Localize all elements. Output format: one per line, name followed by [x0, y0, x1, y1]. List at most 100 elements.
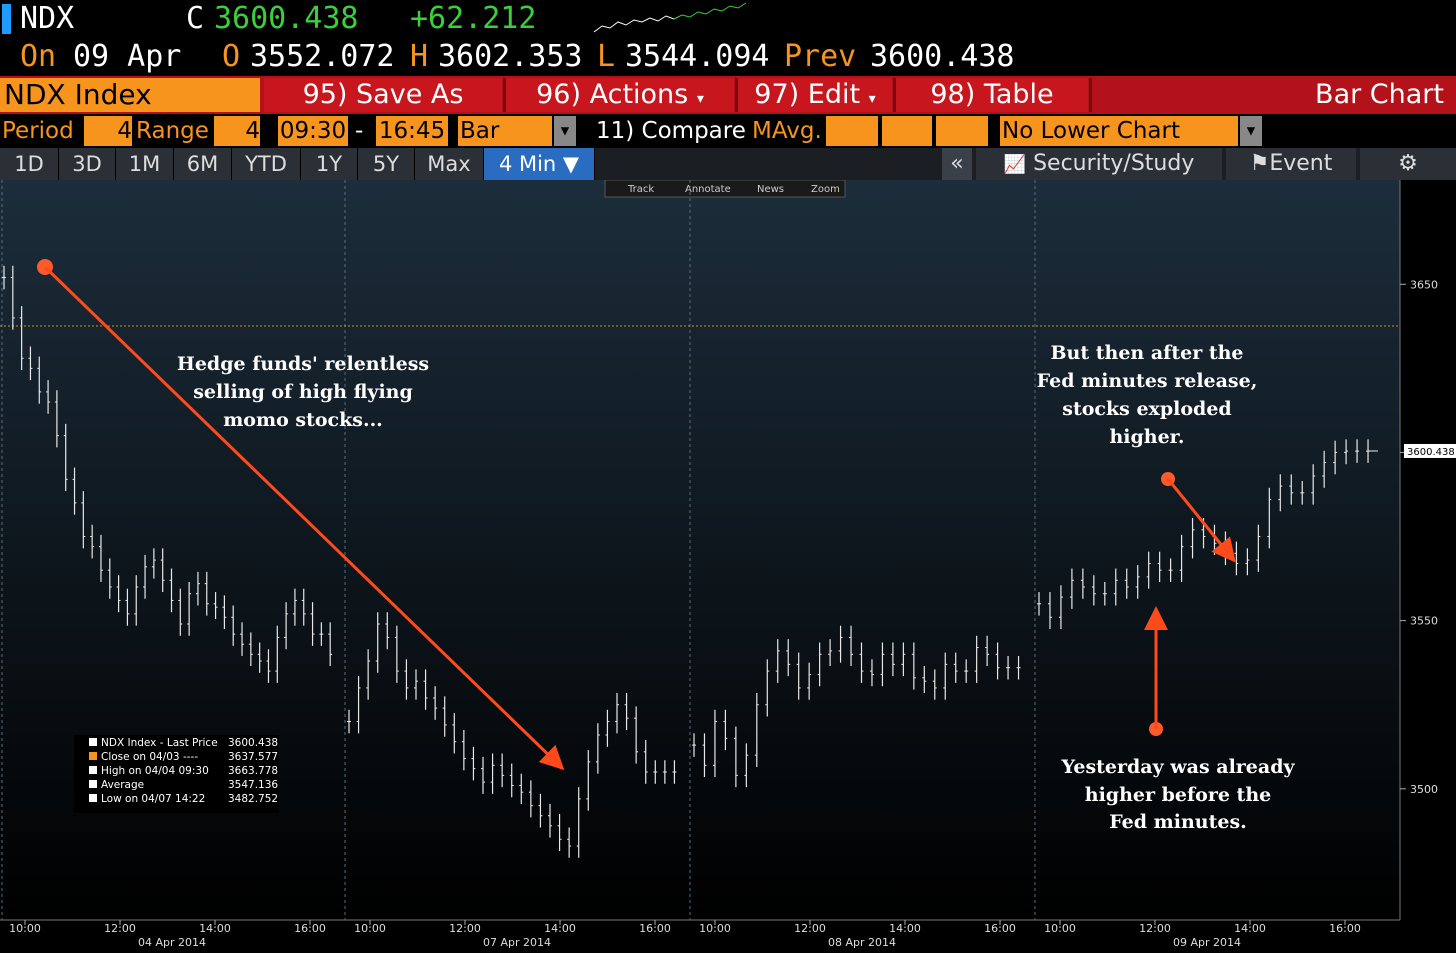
annotation-fed: But then after the Fed minutes release, …: [1037, 342, 1257, 563]
actions-menu[interactable]: 96) Actions ▾: [503, 78, 734, 112]
close-value: 3600.438: [214, 1, 359, 36]
price-bar: [500, 753, 505, 788]
price-bar: [1322, 450, 1327, 488]
table-label: 98) Table: [930, 79, 1054, 110]
tab-5y[interactable]: 5Y: [358, 148, 415, 180]
annotation-line: selling of high flying: [193, 381, 413, 403]
prev-value: 3600.438: [870, 39, 1015, 74]
tab-6m[interactable]: 6M: [174, 148, 232, 180]
price-bar: [275, 625, 280, 683]
price-bar: [765, 659, 770, 717]
price-bar: [1300, 481, 1305, 505]
price-bar: [231, 605, 236, 646]
price-bar: [404, 659, 409, 700]
price-bar: [178, 588, 183, 636]
view-mode[interactable]: Bar Chart: [1089, 78, 1456, 112]
price-bar: [1333, 440, 1338, 475]
security-field[interactable]: NDX Index: [0, 78, 260, 112]
legend-label: Average: [101, 779, 144, 791]
flag-icon: ⚑: [1249, 151, 1270, 176]
tab-1d[interactable]: 1D: [0, 148, 59, 180]
legend-label: NDX Index - Last Price: [101, 737, 218, 749]
last-price-tag: 3600.438: [1404, 443, 1456, 458]
tab-ytd[interactable]: YTD: [232, 148, 301, 180]
zoom-button[interactable]: Zoom: [811, 184, 840, 195]
range-label: Range: [136, 118, 209, 144]
price-bar: [125, 588, 130, 626]
mavg-field-3[interactable]: [936, 116, 988, 146]
security-study-button[interactable]: 📈 Security/Study: [976, 148, 1222, 180]
legend-label: Close on 04/03 ----: [101, 751, 198, 763]
price-bar: [662, 760, 667, 784]
tab-1m[interactable]: 1M: [116, 148, 174, 180]
table-button[interactable]: 98) Table: [893, 78, 1088, 112]
legend-swatch: [89, 738, 97, 746]
lower-chart-field[interactable]: No Lower Chart: [1000, 116, 1238, 146]
price-bar: [519, 773, 524, 804]
gear-icon[interactable]: ⚙: [1360, 148, 1456, 180]
price-bar: [922, 666, 927, 693]
compare-button[interactable]: 11) Compare: [596, 118, 746, 144]
caret-down-icon: ▾: [868, 91, 876, 107]
price-bar: [557, 814, 562, 852]
price-bar: [1146, 551, 1151, 589]
save-as-button[interactable]: 95) Save As: [264, 78, 502, 112]
open-label: O: [222, 39, 241, 74]
price-bar: [634, 706, 639, 764]
tab-1y[interactable]: 1Y: [301, 148, 358, 180]
annotation-line: higher before the: [1085, 784, 1271, 806]
y-tick-label: 3650: [1410, 278, 1438, 291]
price-bar: [151, 548, 156, 579]
track-button[interactable]: Track: [627, 184, 654, 195]
price-bar: [890, 642, 895, 677]
x-date-label: 07 Apr 2014: [483, 936, 551, 949]
edit-menu[interactable]: 97) Edit ▾: [735, 78, 892, 112]
chevron-down-icon[interactable]: ▼: [1240, 116, 1262, 146]
start-time-field[interactable]: 09:30: [278, 116, 348, 146]
on-label: On: [20, 39, 57, 74]
time-dash: -: [355, 118, 364, 144]
annotation-line: Yesterday was already: [1060, 756, 1295, 778]
x-axis-ticks: 10:00 12:00 14:00 16:00 04 Apr 2014 10:00 12:0…: [9, 920, 1361, 949]
price-bar: [394, 625, 399, 683]
end-time: 16:45: [378, 118, 446, 144]
chevron-down-icon[interactable]: ▼: [554, 116, 576, 146]
period-field[interactable]: 4: [84, 116, 132, 146]
x-tick-label: 10:00: [354, 922, 386, 935]
low-label: L: [597, 39, 616, 74]
price-bar: [442, 696, 447, 737]
price-bar: [1355, 439, 1360, 463]
price-bar: [744, 743, 749, 788]
event-label: Event: [1269, 151, 1333, 176]
annotate-button[interactable]: Annotate: [685, 184, 731, 195]
y-tick-label: 3550: [1410, 615, 1438, 628]
mavg-field-1[interactable]: [826, 116, 878, 146]
price-bar: [1080, 568, 1085, 599]
tab-4min[interactable]: 4 Min ▼: [484, 148, 595, 180]
range-field[interactable]: 4: [214, 116, 260, 146]
price-bar: [692, 733, 696, 757]
price-bar: [712, 709, 717, 778]
tab-3d[interactable]: 3D: [59, 148, 116, 180]
news-button[interactable]: News: [757, 184, 784, 195]
x-tick-label: 12:00: [794, 922, 826, 935]
price-bar: [63, 423, 68, 492]
high-value: 3602.353: [438, 39, 583, 74]
price-bar: [807, 662, 812, 700]
end-time-field[interactable]: 16:45: [376, 116, 448, 146]
event-button[interactable]: ⚑Event: [1226, 148, 1356, 180]
price-bar: [248, 632, 253, 667]
ticker-cursor: [2, 4, 11, 34]
bar-type-field[interactable]: Bar: [458, 116, 552, 146]
tab-max[interactable]: Max: [415, 148, 484, 180]
save-as-label: 95) Save As: [302, 79, 464, 110]
price-bar: [796, 652, 801, 700]
price-chart[interactable]: Track Annotate News Zoom 365036003550350…: [0, 180, 1456, 953]
price-bar: [292, 588, 297, 626]
price-bar: [347, 709, 351, 734]
price-bar: [328, 622, 333, 667]
mavg-field-2[interactable]: [882, 116, 932, 146]
quote-date: 09 Apr: [73, 39, 182, 74]
ticker[interactable]: NDX: [20, 1, 75, 36]
collapse-icon[interactable]: «: [942, 148, 972, 180]
